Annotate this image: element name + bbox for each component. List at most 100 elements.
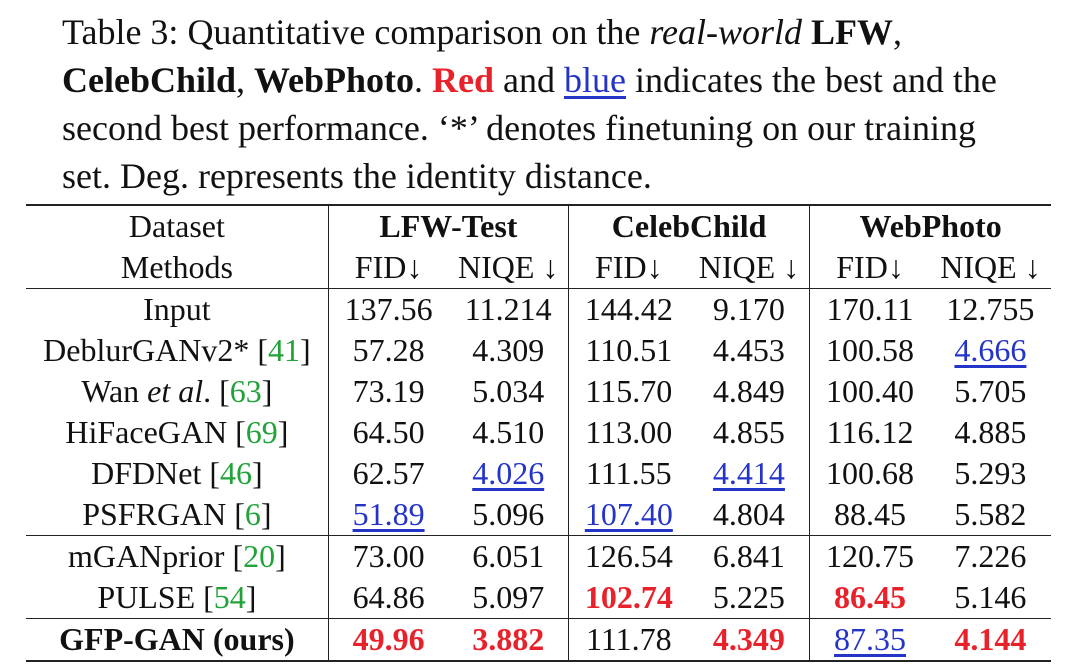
metric-header: NIQE ↓	[448, 247, 569, 289]
cell: 12.755	[946, 291, 1035, 327]
metric-header: NIQE ↓	[688, 247, 810, 289]
cell: 120.75	[809, 535, 930, 577]
metric-header: FID↓	[809, 247, 930, 289]
cell: 64.50	[327, 412, 449, 453]
cell: 111.78	[568, 618, 689, 662]
table-row: DeblurGANv2* [41] 57.28 4.309 110.51 4.4…	[26, 330, 1051, 371]
citation-link[interactable]: 41	[267, 332, 300, 368]
second-best-value: 87.35	[834, 621, 907, 657]
method-name: DeblurGANv2* [41]	[43, 332, 311, 368]
table-row: PSFRGAN [6] 51.89 5.096 107.40 4.804 88.…	[26, 494, 1051, 536]
cell: 57.28	[327, 330, 449, 371]
method-name: HiFaceGAN [69]	[65, 414, 289, 450]
results-table: Dataset LFW-Test CelebChild WebPhoto Met…	[26, 204, 1051, 662]
method-name: GFP-GAN (ours)	[26, 618, 329, 662]
cell: 11.214	[464, 291, 552, 327]
table-caption: Table 3: Quantitative comparison on the …	[62, 12, 997, 196]
method-name: mGANprior [20]	[26, 535, 329, 577]
best-legend-word: Red	[432, 60, 495, 100]
cell: 62.57	[327, 453, 449, 494]
metric-header: NIQE ↓	[929, 247, 1051, 289]
method-name: DFDNet [46]	[91, 455, 263, 491]
method-name: PULSE [54]	[97, 579, 257, 615]
cell: 51.89	[327, 494, 449, 536]
dataset-header: CelebChild	[568, 204, 810, 247]
cell: 4.804	[712, 496, 785, 532]
second-best-value: 51.89	[352, 496, 425, 532]
cell: 5.705	[954, 373, 1027, 409]
second-best-value: 4.414	[712, 455, 785, 491]
best-value: 4.349	[712, 621, 785, 657]
cell: 170.11	[809, 288, 930, 330]
cell: 87.35	[809, 618, 930, 662]
cell: 110.51	[568, 330, 689, 371]
method-name: Input	[143, 291, 211, 327]
cell: 6.051	[448, 535, 569, 577]
cell: 4.349	[688, 618, 810, 662]
citation-link[interactable]: 69	[245, 414, 278, 450]
best-value: 102.74	[584, 579, 673, 615]
cell: 5.096	[472, 496, 545, 532]
method-name: Wan et al. [63]	[81, 373, 273, 409]
cell: 4.309	[472, 332, 545, 368]
cell: 3.882	[448, 618, 569, 662]
method-name: PSFRGAN [6]	[82, 496, 272, 532]
citation-link[interactable]: 54	[213, 579, 246, 615]
table-row: Input 137.56 11.214 144.42 9.170 170.11 …	[26, 288, 1051, 330]
cell: 73.00	[327, 535, 449, 577]
cell: 4.885	[954, 414, 1027, 450]
metric-header: FID↓	[568, 247, 689, 289]
cell: 144.42	[568, 288, 689, 330]
cell: 113.00	[568, 412, 689, 453]
cell: 100.40	[809, 371, 930, 412]
metric-header-row: Methods FID↓ NIQE ↓ FID↓ NIQE ↓ FID↓ NIQ…	[26, 247, 1051, 289]
cell: 115.70	[568, 371, 689, 412]
best-value: 86.45	[834, 579, 907, 615]
citation-link[interactable]: 6	[244, 496, 261, 532]
cell: 4.026	[448, 453, 568, 494]
dataset-header: LFW-Test	[327, 204, 569, 247]
table-row: Wan et al. [63] 73.19 5.034 115.70 4.849…	[26, 371, 1051, 412]
cell: 64.86	[327, 577, 449, 619]
cell: 4.666	[930, 330, 1051, 371]
citation-link[interactable]: 46	[220, 455, 252, 491]
cell: 73.19	[327, 371, 449, 412]
table-row: mGANprior [20] 73.00 6.051 126.54 6.841 …	[26, 535, 1051, 577]
second-legend-word: blue	[564, 60, 627, 100]
cell: 100.68	[809, 453, 930, 494]
cell: 5.034	[472, 373, 545, 409]
best-value: 3.882	[472, 621, 545, 657]
cell: 7.226	[929, 535, 1051, 577]
cell: 5.582	[954, 496, 1027, 532]
dataset-header-row: Dataset LFW-Test CelebChild WebPhoto	[26, 204, 1051, 247]
cell: 4.849	[712, 373, 785, 409]
cell: 116.12	[809, 412, 930, 453]
second-best-value: 107.40	[584, 496, 673, 532]
cell: 4.855	[712, 414, 785, 450]
cell: 107.40	[568, 494, 689, 536]
table-row: PULSE [54] 64.86 5.097 102.74 5.225 86.4…	[26, 577, 1051, 619]
table-row: DFDNet [46] 62.57 4.026 111.55 4.414 100…	[26, 453, 1051, 494]
cell: 5.293	[954, 455, 1027, 491]
second-best-value: 4.026	[472, 455, 545, 491]
citation-link[interactable]: 20	[243, 538, 276, 574]
methods-label: Methods	[26, 247, 329, 289]
citation-link[interactable]: 63	[229, 373, 262, 409]
best-value: 4.144	[954, 621, 1027, 657]
dataset-header: WebPhoto	[809, 204, 1051, 247]
cell: 5.146	[954, 579, 1027, 615]
cell: 88.45	[809, 494, 930, 536]
cell: 126.54	[568, 535, 689, 577]
metric-header: FID↓	[327, 247, 449, 289]
table-row: HiFaceGAN [69] 64.50 4.510 113.00 4.855 …	[26, 412, 1051, 453]
cell: 102.74	[568, 577, 689, 619]
second-best-value: 4.666	[954, 332, 1027, 368]
table-row: GFP-GAN (ours) 49.96 3.882 111.78 4.349 …	[26, 618, 1051, 662]
cell: 49.96	[327, 618, 449, 662]
cell: 9.170	[712, 291, 785, 327]
cell: 6.841	[688, 535, 810, 577]
cell: 4.414	[689, 453, 810, 494]
cell: 4.144	[929, 618, 1051, 662]
cell: 100.58	[809, 330, 930, 371]
best-value: 49.96	[352, 621, 425, 657]
